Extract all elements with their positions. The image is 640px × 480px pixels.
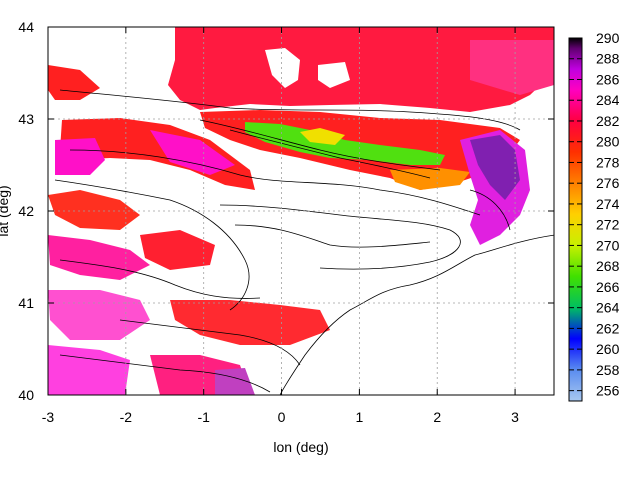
x-tick-label: -3 bbox=[42, 409, 55, 425]
colorbar-tick-label: 268 bbox=[596, 258, 620, 274]
contour-west-1 bbox=[54, 179, 250, 311]
field-hole-1 bbox=[265, 48, 300, 88]
y-tick-label: 41 bbox=[18, 295, 34, 311]
colorbar-tick-label: 286 bbox=[596, 71, 620, 87]
contour-ebro-2 bbox=[234, 224, 431, 248]
y-tick-label: 44 bbox=[18, 19, 34, 35]
contour-ebro-1 bbox=[219, 204, 461, 270]
field-west-magenta-2 bbox=[150, 130, 235, 175]
contour-west-2 bbox=[59, 259, 261, 299]
field-west-patch-1 bbox=[48, 190, 140, 230]
x-tick-label: -1 bbox=[197, 409, 210, 425]
field-west-patch-2 bbox=[48, 235, 150, 280]
y-tick-label: 40 bbox=[18, 387, 34, 403]
field-west-patch-4 bbox=[48, 290, 150, 340]
colorbar-tick-label: 260 bbox=[596, 341, 620, 357]
colorbar-tick-label: 290 bbox=[596, 30, 620, 46]
x-tick-label: 0 bbox=[278, 409, 286, 425]
colorbar-tick-label: 280 bbox=[596, 134, 620, 150]
temperature-field bbox=[48, 27, 554, 395]
field-south-patch-2 bbox=[48, 345, 130, 395]
field-pyrenees-orange bbox=[390, 168, 470, 190]
field-north-band-magenta bbox=[470, 40, 554, 95]
colorbar-tick-label: 256 bbox=[596, 383, 620, 399]
colorbar-tick-label: 282 bbox=[596, 113, 620, 129]
colorbar-tick-label: 258 bbox=[596, 362, 620, 378]
colorbar-ticks: 256 258 260 262 264 266 268 270 272 274 276 278 280 2… bbox=[569, 30, 620, 399]
colorbar-tick-label: 272 bbox=[596, 217, 620, 233]
colorbar-tick-label: 288 bbox=[596, 51, 620, 67]
colorbar-tick-label: 266 bbox=[596, 279, 620, 295]
field-south-patch-1 bbox=[170, 300, 330, 345]
x-tick-label: 3 bbox=[511, 409, 519, 425]
field-hole-2 bbox=[318, 62, 350, 88]
x-tick-label: -2 bbox=[120, 409, 133, 425]
topography-contours bbox=[54, 89, 554, 395]
colorbar-tick-label: 270 bbox=[596, 237, 620, 253]
contour-east-1 bbox=[469, 189, 511, 231]
plot-grid bbox=[48, 27, 554, 395]
x-axis-ticks: -3 -2 -1 0 1 2 3 bbox=[42, 27, 519, 425]
colorbar-tick-label: 278 bbox=[596, 154, 620, 170]
colorbar bbox=[568, 37, 583, 402]
colorbar-tick-label: 274 bbox=[596, 196, 620, 212]
colorbar-tick-label: 276 bbox=[596, 175, 620, 191]
field-south-patch-4 bbox=[215, 368, 255, 395]
field-north-band bbox=[168, 27, 554, 112]
x-axis-label: lon (deg) bbox=[273, 439, 328, 455]
y-axis-label: lat (deg) bbox=[0, 185, 11, 236]
field-east-purple bbox=[470, 135, 520, 200]
field-pyrenees-cold bbox=[245, 122, 445, 165]
x-tick-label: 1 bbox=[355, 409, 363, 425]
colorbar-tick-label: 284 bbox=[596, 92, 620, 108]
y-tick-label: 43 bbox=[18, 111, 34, 127]
contour-pyrenees-2 bbox=[69, 149, 481, 216]
contour-south-2 bbox=[119, 319, 301, 366]
field-west-magenta bbox=[55, 138, 105, 175]
x-tick-label: 2 bbox=[433, 409, 441, 425]
field-west-top bbox=[48, 65, 100, 100]
contour-pyrenees-4 bbox=[229, 129, 431, 179]
contour-pyrenees-1 bbox=[59, 89, 521, 131]
colorbar-tick-label: 262 bbox=[596, 320, 620, 336]
field-pyrenees-yellow bbox=[300, 128, 345, 145]
contour-pyrenees-3 bbox=[199, 119, 441, 171]
contour-south-1 bbox=[59, 354, 271, 393]
field-west-patch-3 bbox=[140, 230, 215, 270]
y-axis-ticks: 40 41 42 43 44 bbox=[18, 19, 554, 403]
y-tick-label: 42 bbox=[18, 203, 34, 219]
colorbar-tick-label: 264 bbox=[596, 300, 620, 316]
coastline-contour bbox=[279, 234, 554, 395]
